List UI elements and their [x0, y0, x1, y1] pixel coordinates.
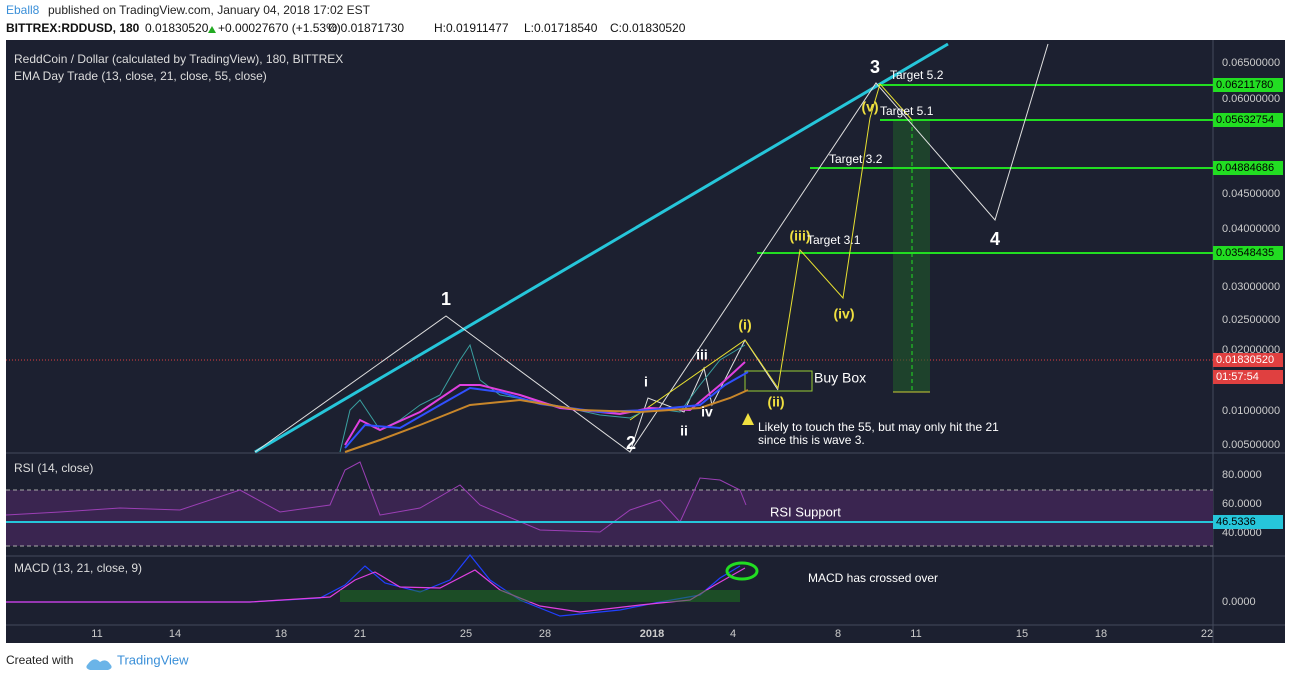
- macd-title: MACD (13, 21, close, 9): [14, 561, 142, 575]
- target-price-label-bg: [1213, 161, 1283, 175]
- annotation: iii: [696, 347, 708, 363]
- time-tick-label: 15: [1016, 628, 1028, 640]
- target-price-label-bg: [1213, 246, 1283, 260]
- time-tick-label: 18: [1095, 628, 1107, 640]
- annotation: Target 5.2: [890, 68, 944, 82]
- rsi-title: RSI (14, close): [14, 461, 93, 475]
- chart-title: ReddCoin / Dollar (calculated by Trading…: [14, 52, 343, 66]
- time-tick-label: 11: [910, 628, 921, 640]
- footer-created: Created with: [6, 653, 73, 667]
- rsi-tick-label: 80.0000: [1222, 469, 1262, 481]
- ema-55: [344, 389, 749, 453]
- last-price-label-bg: [1213, 353, 1283, 367]
- annotation: (i): [738, 317, 751, 333]
- macd-histogram: [340, 590, 740, 602]
- target-price-label-bg: [1213, 113, 1283, 127]
- header-open: O:0.01871730: [328, 21, 404, 35]
- time-tick-label: 22: [1201, 628, 1213, 640]
- annotation: 1: [441, 289, 451, 309]
- time-tick-label: 8: [835, 628, 841, 640]
- annotation: 2: [626, 433, 636, 453]
- last-price-label: 0.01830520: [1216, 354, 1274, 366]
- annotation: ii: [680, 423, 688, 439]
- annotation: Likely to touch the 55, but may only hit…: [758, 420, 999, 434]
- rsi-value-label: 46.5336: [1216, 516, 1256, 528]
- annotation: Target 3.2: [829, 152, 883, 166]
- header-change: +0.00027670 (+1.53%): [218, 21, 341, 35]
- arrow: [742, 413, 754, 425]
- published: published on TradingView.com, January 04…: [48, 3, 371, 17]
- target-price-label: 0.05632754: [1216, 114, 1274, 126]
- price-tick-label: 0.01000000: [1222, 405, 1280, 417]
- price-tick-label: 0.02500000: [1222, 314, 1280, 326]
- annotation: (iii): [790, 228, 811, 244]
- target-price-label: 0.03548435: [1216, 247, 1274, 259]
- indicator-title: EMA Day Trade (13, close, 21, close, 55,…: [14, 69, 267, 83]
- rsi-band: [6, 490, 1213, 546]
- header-close: C:0.01830520: [610, 21, 686, 35]
- rsi-tick-label: 60.0000: [1222, 498, 1262, 510]
- annotation: (v): [861, 99, 878, 115]
- rsi-line: [5, 461, 747, 533]
- header-low: L:0.01718540: [524, 21, 598, 35]
- footer-brand: TradingView: [117, 652, 189, 667]
- price-tick-label: 0.03000000: [1222, 281, 1280, 293]
- publisher: Eball8: [6, 3, 40, 17]
- time-tick-label: 2018: [640, 628, 664, 640]
- tradingview-logo: [86, 659, 112, 670]
- annotation: iv: [701, 404, 713, 420]
- trend-line: [254, 42, 949, 454]
- buy-box: [744, 370, 813, 392]
- price-tick-label: 0.04000000: [1222, 223, 1280, 235]
- annotation: (iv): [834, 306, 855, 322]
- price-tick-label: 0.06000000: [1222, 93, 1280, 105]
- countdown-label: 01:57:54: [1216, 371, 1259, 383]
- annotation: 4: [990, 229, 1000, 249]
- ema-21: [344, 371, 749, 449]
- annotation: 3: [870, 57, 880, 77]
- annotation: Target 3.1: [807, 233, 861, 247]
- ema-13: [344, 361, 746, 446]
- time-tick-label: 11: [91, 628, 102, 640]
- wave-path: [254, 43, 1049, 453]
- annotation: Target 5.1: [880, 104, 934, 118]
- target-price-label: 0.04884686: [1216, 162, 1274, 174]
- up-arrow: [208, 26, 216, 33]
- countdown-label-bg: [1213, 370, 1283, 384]
- price-tick-label: 0.06500000: [1222, 57, 1280, 69]
- header-symbol: BITTREX:RDDUSD, 180: [6, 21, 140, 35]
- time-tick-label: 21: [354, 628, 366, 640]
- target-price-label-bg: [1213, 78, 1283, 92]
- chart-area: [6, 40, 1285, 643]
- annotation: i: [644, 374, 648, 390]
- rsi-tick-label: 40.0000: [1222, 527, 1262, 539]
- price-tick-label: 0.04500000: [1222, 188, 1280, 200]
- annotation: (ii): [767, 394, 784, 410]
- price-tick-label: 0.00500000: [1222, 439, 1280, 451]
- rsi-value-label-bg: [1213, 515, 1283, 529]
- header-high: H:0.01911477: [434, 21, 509, 35]
- annotation: MACD has crossed over: [808, 571, 938, 585]
- annotation: since this is wave 3.: [758, 433, 865, 447]
- time-tick-label: 28: [539, 628, 551, 640]
- header-last: 0.01830520: [145, 21, 209, 35]
- time-tick-label: 18: [275, 628, 287, 640]
- time-tick-label: 25: [460, 628, 472, 640]
- target-price-label: 0.06211780: [1216, 79, 1273, 91]
- macd-tick-label: 0.0000: [1222, 596, 1256, 608]
- price-tick-label: 0.02000000: [1222, 344, 1280, 356]
- time-tick-label: 4: [730, 628, 736, 640]
- annotation: Buy Box: [814, 370, 866, 386]
- annotation: RSI Support: [770, 504, 841, 519]
- highlight-ellipse: [725, 561, 759, 581]
- yellow-wave-path: [629, 82, 913, 421]
- time-tick-label: 14: [169, 628, 181, 640]
